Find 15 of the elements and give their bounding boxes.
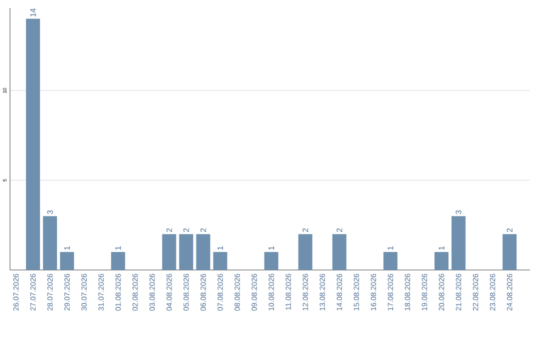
bar xyxy=(452,216,466,270)
bar xyxy=(60,252,74,270)
bar xyxy=(434,252,448,270)
bar xyxy=(196,234,210,270)
bar xyxy=(298,234,312,270)
bar xyxy=(264,252,278,270)
bar xyxy=(26,18,40,270)
bar xyxy=(43,216,58,270)
bar xyxy=(213,252,228,270)
bar xyxy=(332,234,346,270)
bar xyxy=(502,234,517,270)
bar xyxy=(111,252,126,270)
bar xyxy=(162,234,176,270)
bar xyxy=(383,252,398,270)
bar xyxy=(179,234,194,270)
